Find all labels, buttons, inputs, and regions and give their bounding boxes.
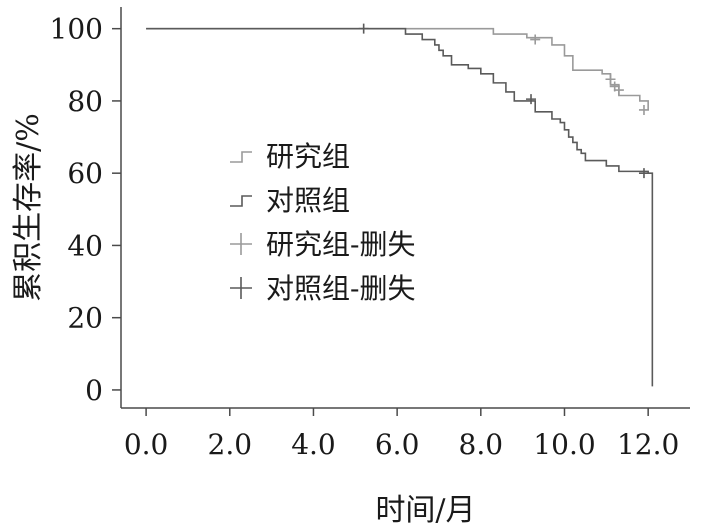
y-tick-label: 60 [67,157,103,190]
legend-swatch-plus [230,233,252,255]
censor-point-study [638,104,649,115]
y-tick-label: 80 [67,85,103,118]
series-line-control-group [146,27,654,387]
x-axis-title: 时间/月 [375,493,475,528]
legend-swatch-step [230,195,252,207]
x-tick-label: 4.0 [291,428,336,461]
y-tick-label: 20 [67,302,103,335]
legend-label: 对照组-删失 [266,272,415,305]
y-tick-label: 0 [85,374,103,407]
censor-point-control [638,168,649,179]
x-tick-label: 8.0 [459,428,504,461]
x-tick-label: 2.0 [208,428,253,461]
censor-point-control [358,23,369,34]
censor-marks [358,23,649,179]
survival-curves [146,27,654,387]
y-axis-title: 累积生存率/% [11,113,46,302]
censor-point-study [605,74,616,85]
x-tick-label: 10.0 [533,428,595,461]
censor-point-study [613,85,624,96]
y-ticks: 0 20 40 60 80 100 [50,13,121,407]
y-tick-label: 40 [67,229,103,262]
x-ticks: 0.0 2.0 4.0 6.0 8.0 10.0 12.0 [124,408,679,461]
censor-point-control [526,94,537,105]
series-line-study-group [146,27,649,110]
legend-swatch-plus [230,277,252,299]
legend-swatch-step [230,151,252,163]
legend-label: 对照组 [266,184,350,217]
x-tick-label: 12.0 [617,428,679,461]
legend-label: 研究组-删失 [266,228,415,261]
legend-label: 研究组 [266,140,350,173]
y-tick-label: 100 [50,13,103,46]
x-tick-label: 6.0 [375,428,420,461]
x-tick-label: 0.0 [124,428,169,461]
axes [120,7,690,409]
censor-point-study [530,34,541,45]
